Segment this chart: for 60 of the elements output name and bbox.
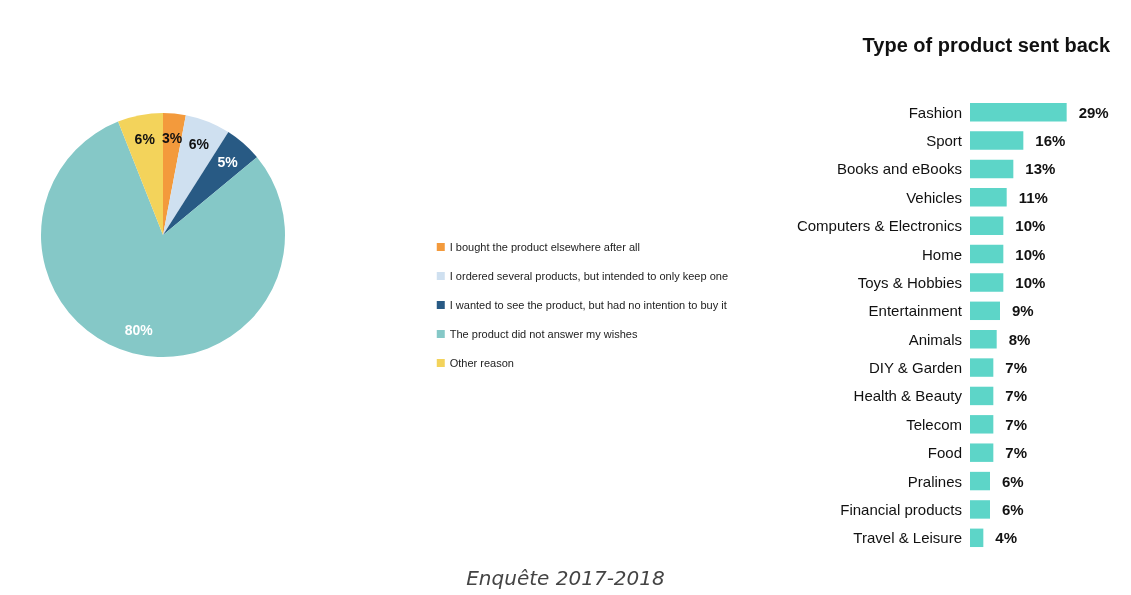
legend-label: I wanted to see the product, but had no intention to buy it: [449, 299, 727, 311]
bar: [970, 386, 994, 406]
bar: [970, 528, 984, 548]
data-label: 9%: [1012, 302, 1034, 320]
data-label: 29%: [1078, 103, 1109, 121]
data-label: 10%: [1015, 217, 1046, 235]
y-tick-label: DIY & Garden: [868, 359, 962, 377]
data-label: 7%: [1005, 387, 1028, 405]
data-label: 6%: [1002, 472, 1024, 490]
data-label: 5%: [217, 153, 239, 170]
y-tick-label: Entertainment: [868, 302, 963, 320]
bar: [970, 443, 994, 462]
y-tick-label: Home: [921, 245, 962, 263]
y-tick-label: Health & Beauty: [853, 387, 963, 405]
legend-label: I bought the product elsewhere after all: [449, 241, 640, 253]
bar: [970, 500, 990, 519]
y-tick-label: Toys & Hobbies: [857, 273, 962, 291]
bar: [970, 273, 1004, 292]
bar: [970, 358, 994, 377]
bar: [970, 188, 1007, 207]
legend-label: The product did not answer my wishes: [449, 328, 638, 340]
y-tick-label: Telecom: [906, 415, 962, 433]
bar: [970, 415, 994, 434]
bar: [970, 329, 997, 349]
y-tick-label: Sport: [926, 132, 963, 150]
bar: [970, 301, 1000, 321]
bar: [970, 102, 1067, 122]
data-label: 7%: [1005, 359, 1028, 377]
data-label: 80%: [124, 321, 154, 338]
data-label: 11%: [1018, 188, 1048, 206]
y-tick-label: Vehicles: [906, 188, 962, 206]
y-tick-label: Travel & Leisure: [853, 529, 962, 547]
data-label: 10%: [1015, 245, 1046, 263]
text: Enquête 2017-2018: [465, 566, 666, 590]
data-label: 3%: [162, 129, 183, 146]
data-label: 7%: [1005, 415, 1028, 433]
bar: [970, 159, 1014, 179]
data-label: 8%: [1008, 330, 1031, 348]
y-tick-label: Animals: [908, 330, 962, 348]
data-label: 16%: [1035, 132, 1066, 150]
legend-label: I ordered several products, but intended to only keep one: [449, 270, 729, 282]
data-label: 6%: [1002, 500, 1024, 518]
data-label: 7%: [1005, 444, 1028, 462]
data-label: 6%: [134, 131, 156, 148]
legend-label: Other reason: [449, 357, 514, 369]
bar: [970, 244, 1004, 264]
data-label: 6%: [188, 136, 210, 153]
y-tick-label: Food: [927, 444, 962, 462]
data-label: 13%: [1025, 160, 1056, 178]
bar: [970, 131, 1024, 150]
y-tick-label: Computers & Electronics: [796, 217, 962, 235]
bar: [970, 216, 1004, 235]
y-tick-label: Books and eBooks: [836, 160, 962, 178]
data-label: 4%: [995, 529, 1018, 547]
data-label: 10%: [1015, 273, 1046, 291]
chart-title: Type of product sent back: [862, 34, 1111, 56]
y-tick-label: Fashion: [908, 103, 962, 121]
y-tick-label: Pralines: [907, 472, 962, 490]
bar: [970, 471, 990, 491]
y-tick-label: Financial products: [840, 500, 962, 518]
